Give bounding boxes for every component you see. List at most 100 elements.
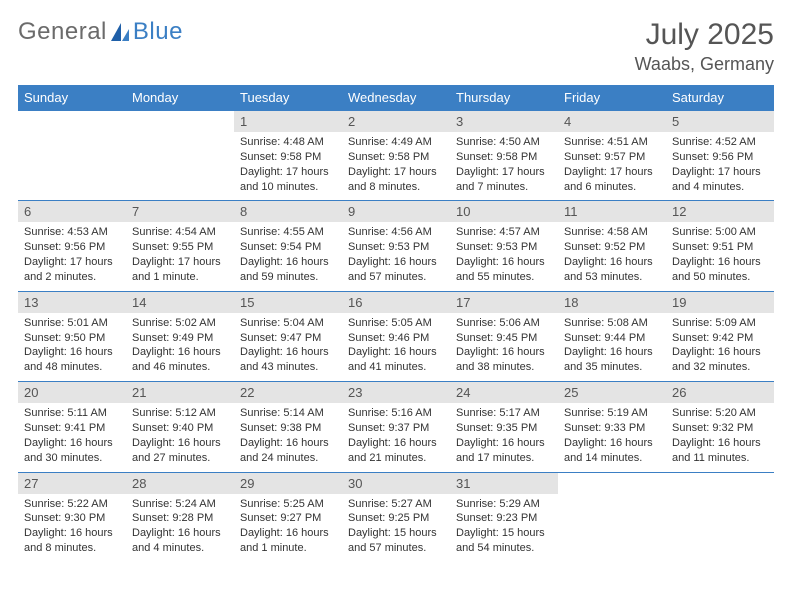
sunset-label: Sunset: xyxy=(132,241,172,253)
sunrise-line: Sunrise: 5:09 AM xyxy=(672,316,768,331)
sunrise-line: Sunrise: 5:25 AM xyxy=(240,497,336,512)
sunset-line: Sunset: 9:49 PM xyxy=(132,331,228,346)
day-number: 27 xyxy=(18,473,126,494)
sunrise-line: Sunrise: 5:20 AM xyxy=(672,406,768,421)
daylight-label: Daylight: xyxy=(456,437,502,449)
sunset-line: Sunset: 9:52 PM xyxy=(564,240,660,255)
calendar-day-cell: 13Sunrise: 5:01 AMSunset: 9:50 PMDayligh… xyxy=(18,291,126,381)
calendar-empty-cell xyxy=(666,472,774,562)
sunset-line: Sunset: 9:38 PM xyxy=(240,421,336,436)
daylight-label: Daylight: xyxy=(24,527,70,539)
sunset-value: 9:56 PM xyxy=(64,241,105,253)
day-details: Sunrise: 5:24 AMSunset: 9:28 PMDaylight:… xyxy=(126,494,234,562)
day-number: 19 xyxy=(666,292,774,313)
sunset-label: Sunset: xyxy=(240,422,280,434)
daylight-label: Daylight: xyxy=(456,166,502,178)
sunrise-label: Sunrise: xyxy=(672,407,715,419)
sunrise-label: Sunrise: xyxy=(240,136,283,148)
sunrise-line: Sunrise: 4:51 AM xyxy=(564,135,660,150)
daylight-line: Daylight: 16 hours and 48 minutes. xyxy=(24,345,120,375)
sunrise-line: Sunrise: 4:54 AM xyxy=(132,225,228,240)
sunset-label: Sunset: xyxy=(240,151,280,163)
sunrise-label: Sunrise: xyxy=(348,407,391,419)
daylight-label: Daylight: xyxy=(672,166,718,178)
sunrise-line: Sunrise: 4:49 AM xyxy=(348,135,444,150)
sunset-value: 9:58 PM xyxy=(496,151,537,163)
day-details: Sunrise: 5:19 AMSunset: 9:33 PMDaylight:… xyxy=(558,403,666,471)
daylight-line: Daylight: 16 hours and 32 minutes. xyxy=(672,345,768,375)
day-details: Sunrise: 5:02 AMSunset: 9:49 PMDaylight:… xyxy=(126,313,234,381)
sunset-value: 9:56 PM xyxy=(712,151,753,163)
sunrise-value: 5:06 AM xyxy=(499,317,539,329)
calendar-week-row: 1Sunrise: 4:48 AMSunset: 9:58 PMDaylight… xyxy=(18,111,774,201)
day-number: 5 xyxy=(666,111,774,132)
sunset-label: Sunset: xyxy=(672,332,712,344)
daylight-label: Daylight: xyxy=(348,346,394,358)
daylight-label: Daylight: xyxy=(564,166,610,178)
day-details: Sunrise: 5:22 AMSunset: 9:30 PMDaylight:… xyxy=(18,494,126,562)
sunset-line: Sunset: 9:44 PM xyxy=(564,331,660,346)
daylight-label: Daylight: xyxy=(240,437,286,449)
sunrise-value: 4:55 AM xyxy=(283,226,323,238)
calendar-day-cell: 28Sunrise: 5:24 AMSunset: 9:28 PMDayligh… xyxy=(126,472,234,562)
calendar-week-row: 13Sunrise: 5:01 AMSunset: 9:50 PMDayligh… xyxy=(18,291,774,381)
sunset-label: Sunset: xyxy=(348,512,388,524)
calendar-day-cell: 2Sunrise: 4:49 AMSunset: 9:58 PMDaylight… xyxy=(342,111,450,201)
sunrise-label: Sunrise: xyxy=(132,226,175,238)
sunset-value: 9:25 PM xyxy=(388,512,429,524)
sunrise-label: Sunrise: xyxy=(456,317,499,329)
daylight-line: Daylight: 16 hours and 38 minutes. xyxy=(456,345,552,375)
sunrise-value: 4:49 AM xyxy=(391,136,431,148)
sunset-line: Sunset: 9:33 PM xyxy=(564,421,660,436)
sunrise-value: 5:00 AM xyxy=(715,226,755,238)
sunrise-value: 5:14 AM xyxy=(283,407,323,419)
sunrise-value: 4:54 AM xyxy=(175,226,215,238)
sunset-value: 9:47 PM xyxy=(280,332,321,344)
sunset-label: Sunset: xyxy=(348,151,388,163)
day-number: 20 xyxy=(18,382,126,403)
daylight-line: Daylight: 17 hours and 2 minutes. xyxy=(24,255,120,285)
sunset-line: Sunset: 9:54 PM xyxy=(240,240,336,255)
sunrise-value: 4:57 AM xyxy=(499,226,539,238)
sunrise-value: 5:16 AM xyxy=(391,407,431,419)
sunrise-label: Sunrise: xyxy=(672,136,715,148)
sunrise-label: Sunrise: xyxy=(672,317,715,329)
daylight-line: Daylight: 16 hours and 41 minutes. xyxy=(348,345,444,375)
daylight-label: Daylight: xyxy=(24,256,70,268)
sunrise-value: 5:12 AM xyxy=(175,407,215,419)
sunset-line: Sunset: 9:56 PM xyxy=(24,240,120,255)
day-number: 30 xyxy=(342,473,450,494)
page-header: General Blue July 2025 Waabs, Germany xyxy=(18,18,774,75)
calendar-empty-cell xyxy=(18,111,126,201)
sunrise-line: Sunrise: 5:16 AM xyxy=(348,406,444,421)
day-number: 21 xyxy=(126,382,234,403)
logo: General Blue xyxy=(18,18,183,46)
daylight-line: Daylight: 16 hours and 8 minutes. xyxy=(24,526,120,556)
sunrise-value: 5:11 AM xyxy=(67,407,107,419)
sunset-value: 9:28 PM xyxy=(172,512,213,524)
daylight-line: Daylight: 17 hours and 10 minutes. xyxy=(240,165,336,195)
sunrise-label: Sunrise: xyxy=(348,136,391,148)
sunrise-line: Sunrise: 5:05 AM xyxy=(348,316,444,331)
sunset-value: 9:58 PM xyxy=(388,151,429,163)
day-details: Sunrise: 5:09 AMSunset: 9:42 PMDaylight:… xyxy=(666,313,774,381)
daylight-line: Daylight: 16 hours and 50 minutes. xyxy=(672,255,768,285)
calendar-day-cell: 16Sunrise: 5:05 AMSunset: 9:46 PMDayligh… xyxy=(342,291,450,381)
sunset-value: 9:27 PM xyxy=(280,512,321,524)
day-details: Sunrise: 4:51 AMSunset: 9:57 PMDaylight:… xyxy=(558,132,666,200)
sunrise-line: Sunrise: 5:27 AM xyxy=(348,497,444,512)
sunrise-value: 5:20 AM xyxy=(715,407,755,419)
sunset-line: Sunset: 9:58 PM xyxy=(456,150,552,165)
sunset-line: Sunset: 9:41 PM xyxy=(24,421,120,436)
sunrise-label: Sunrise: xyxy=(564,407,607,419)
sunset-line: Sunset: 9:55 PM xyxy=(132,240,228,255)
day-details: Sunrise: 5:08 AMSunset: 9:44 PMDaylight:… xyxy=(558,313,666,381)
sunrise-label: Sunrise: xyxy=(24,226,67,238)
day-details: Sunrise: 5:14 AMSunset: 9:38 PMDaylight:… xyxy=(234,403,342,471)
calendar-day-cell: 21Sunrise: 5:12 AMSunset: 9:40 PMDayligh… xyxy=(126,382,234,472)
sunrise-label: Sunrise: xyxy=(456,407,499,419)
sunset-line: Sunset: 9:53 PM xyxy=(348,240,444,255)
weekday-header: Tuesday xyxy=(234,85,342,111)
day-details: Sunrise: 4:54 AMSunset: 9:55 PMDaylight:… xyxy=(126,222,234,290)
calendar-day-cell: 8Sunrise: 4:55 AMSunset: 9:54 PMDaylight… xyxy=(234,201,342,291)
